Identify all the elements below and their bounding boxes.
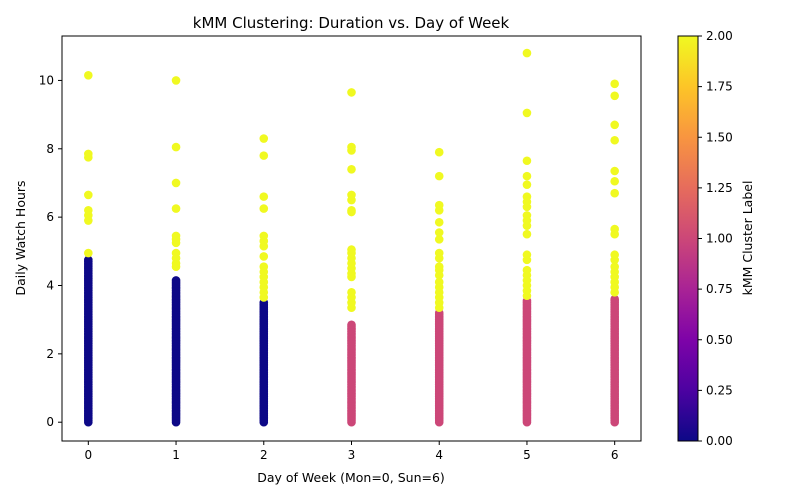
point-cluster-2: [84, 71, 93, 80]
x-tick-label: 4: [435, 448, 443, 462]
point-cluster-2: [522, 211, 532, 220]
chart-title: kMM Clustering: Duration vs. Day of Week: [193, 14, 510, 32]
y-axis-ticks: 0 2 4 6 8 10: [39, 73, 62, 429]
colorbar-tick-label: 0.25: [706, 383, 733, 397]
day-column-0: [84, 71, 93, 427]
point-cluster-2: [434, 235, 444, 244]
point-cluster-2: [84, 149, 93, 159]
colorbar-tick-label: 1.25: [706, 181, 733, 195]
colorbar-tick-label: 0.75: [706, 282, 733, 296]
colorbar-tick-label: 1.75: [706, 80, 733, 94]
x-tick-label: 0: [84, 448, 92, 462]
x-tick-label: 1: [172, 448, 180, 462]
point-cluster-2: [434, 262, 444, 271]
y-tick-label: 8: [46, 142, 54, 156]
point-cluster-2: [610, 250, 619, 260]
point-cluster-2: [347, 142, 356, 152]
colorbar-ticks: 0.00 0.25 0.50 0.75 1.00 1.25 1.50 1.75 2.00: [698, 29, 733, 448]
point-cluster-2: [84, 206, 93, 215]
point-cluster-2: [171, 76, 181, 85]
point-cluster-2: [522, 250, 532, 260]
point-cluster-2: [171, 178, 181, 188]
x-tick-label: 3: [348, 448, 356, 462]
point-cluster-2: [347, 288, 356, 297]
point-cluster-2: [434, 147, 444, 157]
point-cluster-2: [171, 204, 181, 213]
point-cluster-2: [522, 156, 532, 166]
colorbar-tick-label: 1.00: [706, 232, 733, 246]
point-cluster-2: [259, 252, 269, 261]
point-cluster-2: [434, 171, 444, 181]
y-axis-label: Daily Watch Hours: [13, 180, 28, 295]
point-cluster-2: [610, 79, 619, 89]
point-cluster-2: [84, 248, 93, 258]
colorbar-tick-label: 0.00: [706, 434, 733, 448]
point-cluster-2: [259, 231, 269, 241]
point-cluster-2: [171, 142, 181, 152]
point-cluster-2: [259, 192, 269, 201]
y-tick-label: 2: [46, 347, 54, 361]
point-cluster-2: [434, 217, 444, 227]
point-cluster-2: [84, 190, 93, 200]
point-cluster-2: [259, 134, 269, 143]
day-column-6: [610, 79, 619, 427]
point-cluster-2: [522, 171, 532, 181]
day-column-1: [171, 76, 181, 427]
point-cluster-1: [347, 320, 356, 330]
point-cluster-0: [84, 255, 93, 265]
point-cluster-2: [610, 91, 619, 101]
x-axis-ticks: 0 1 2 3 4 5 6: [84, 441, 619, 462]
day-column-4: [434, 147, 444, 427]
point-cluster-2: [522, 192, 532, 201]
y-tick-label: 4: [46, 278, 54, 292]
colorbar-tick-label: 2.00: [706, 29, 733, 43]
point-cluster-2: [434, 200, 444, 210]
colorbar: [677, 35, 699, 442]
y-tick-label: 10: [39, 73, 54, 87]
point-cluster-2: [610, 262, 619, 271]
colorbar-tick-label: 1.50: [706, 130, 733, 144]
point-cluster-0: [171, 276, 181, 285]
point-cluster-2: [610, 135, 619, 145]
day-column-2: [259, 134, 269, 427]
data-points: [84, 48, 619, 427]
point-cluster-2: [259, 151, 269, 160]
point-cluster-2: [347, 88, 356, 97]
point-cluster-2: [522, 229, 532, 239]
x-tick-label: 2: [260, 448, 268, 462]
point-cluster-2: [347, 190, 356, 200]
x-tick-label: 6: [611, 448, 619, 462]
x-axis-label: Day of Week (Mon=0, Sun=6): [257, 470, 445, 485]
point-cluster-2: [434, 248, 444, 258]
point-cluster-2: [522, 48, 532, 58]
point-cluster-2: [259, 204, 269, 213]
point-cluster-2: [522, 180, 532, 189]
day-column-5: [522, 48, 532, 427]
y-tick-label: 6: [46, 210, 54, 224]
point-cluster-2: [259, 262, 269, 271]
point-cluster-1: [610, 294, 619, 304]
point-cluster-2: [610, 188, 619, 198]
point-cluster-2: [522, 108, 532, 118]
point-cluster-2: [434, 277, 444, 287]
point-cluster-2: [171, 248, 181, 258]
point-cluster-2: [522, 265, 532, 275]
point-cluster-2: [610, 166, 619, 176]
point-cluster-2: [347, 245, 356, 254]
point-cluster-2: [434, 228, 444, 237]
point-cluster-2: [347, 206, 356, 215]
point-cluster-2: [610, 224, 619, 234]
day-column-3: [347, 88, 356, 427]
x-tick-label: 5: [523, 448, 531, 462]
y-tick-label: 0: [46, 415, 54, 429]
colorbar-tick-label: 0.50: [706, 333, 733, 347]
colorbar-label: kMM Cluster Label: [740, 181, 755, 296]
point-cluster-2: [610, 120, 619, 130]
point-cluster-2: [347, 164, 356, 174]
point-cluster-2: [171, 231, 181, 241]
point-cluster-2: [610, 176, 619, 186]
